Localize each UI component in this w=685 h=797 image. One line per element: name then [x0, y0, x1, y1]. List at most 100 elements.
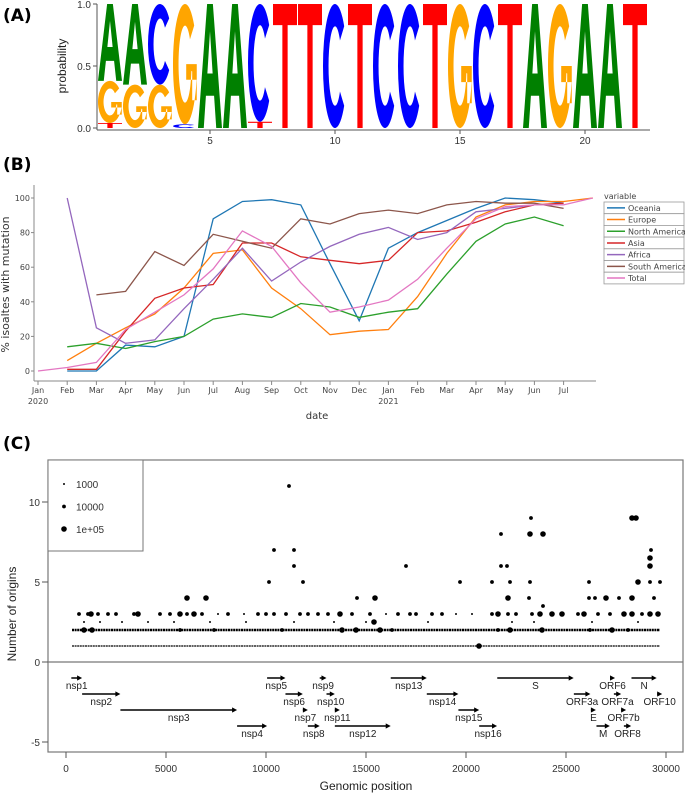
data-point — [287, 484, 291, 488]
arrowhead-icon — [232, 707, 238, 713]
data-point — [495, 611, 501, 617]
data-point — [191, 611, 197, 617]
data-point — [626, 628, 630, 632]
gene-label: ORF7a — [601, 697, 634, 708]
x-tick-label: Jan — [381, 386, 394, 395]
panel-label-b: (B) — [3, 155, 32, 175]
data-point — [414, 612, 418, 616]
logo-letter-C — [397, 4, 420, 129]
x-tick-label: Jul — [207, 386, 218, 395]
logo-letter-A — [223, 4, 247, 128]
arrowhead-icon — [604, 723, 610, 729]
data-point — [350, 612, 354, 616]
data-point — [168, 612, 172, 616]
x-tick-label: Sep — [264, 386, 279, 395]
x-tick-label: Feb — [411, 386, 425, 395]
data-point — [505, 564, 509, 568]
data-point — [114, 612, 118, 616]
data-point — [637, 621, 639, 623]
data-point — [365, 621, 367, 623]
data-point — [440, 612, 444, 616]
gene-label: nsp4 — [241, 729, 263, 740]
logo-letter-T — [298, 4, 322, 128]
arrowhead-icon — [297, 691, 303, 697]
data-point — [640, 612, 644, 616]
data-point — [147, 621, 149, 623]
x-tick-label: May — [497, 386, 514, 395]
data-point — [581, 611, 587, 617]
series-line-north-america — [67, 216, 564, 350]
origins-scatter: -5 0 5 10 0 5000 10000 15000 20000 25000 30000 Numb… — [5, 459, 684, 793]
gene-label: E — [590, 713, 597, 724]
arrowhead-icon — [321, 675, 327, 681]
data-point — [529, 516, 533, 520]
gene-label: nsp5 — [265, 681, 287, 692]
y-tick-label: 1.0 — [77, 0, 91, 11]
data-point — [177, 611, 183, 617]
legend-label: Oceania — [628, 204, 661, 213]
series-line-africa — [66, 197, 564, 344]
data-point — [541, 604, 545, 608]
data-point — [629, 611, 635, 617]
series-line-total — [37, 197, 593, 372]
gene-label: S — [532, 681, 539, 692]
data-point — [528, 580, 532, 584]
series-line-asia — [67, 202, 564, 370]
gene-label: N — [640, 681, 647, 692]
arrowhead-icon — [453, 691, 459, 697]
data-point — [499, 564, 503, 568]
legend-label: 1e+05 — [76, 525, 105, 536]
logo-letter-C — [247, 4, 270, 122]
data-point — [511, 621, 513, 623]
y-tick-label: 60 — [20, 263, 30, 272]
series-line-south-america — [96, 200, 564, 296]
data-point — [81, 627, 87, 633]
arrowhead-icon — [302, 707, 308, 713]
x-tick-label: 5 — [207, 136, 213, 147]
logo-letter-G — [122, 84, 147, 128]
gene-label: ORF3a — [566, 697, 599, 708]
data-point — [490, 612, 494, 616]
data-point — [629, 515, 635, 521]
x-tick-label: May — [147, 386, 164, 395]
legend-label: 1000 — [76, 480, 99, 491]
logo-letter-G — [172, 3, 197, 125]
data-point — [648, 580, 652, 584]
data-point — [256, 612, 260, 616]
data-point — [559, 611, 565, 617]
data-point — [455, 613, 457, 615]
x-tick-label: Oct — [294, 386, 308, 395]
arrowhead-icon — [610, 675, 616, 681]
arrowhead-icon — [585, 691, 591, 697]
data-point — [506, 612, 510, 616]
data-point — [471, 613, 473, 615]
data-point — [368, 612, 372, 616]
data-point — [301, 580, 305, 584]
x-tick-label: 30000 — [652, 764, 680, 775]
logo-letter-A — [98, 4, 122, 81]
arrowhead-icon — [616, 691, 622, 697]
x-tick-label: 0 — [63, 764, 69, 775]
data-point — [121, 621, 123, 623]
data-point — [617, 596, 621, 600]
data-point — [629, 595, 635, 601]
gene-label: ORF7b — [608, 713, 641, 724]
y-tick-label: -5 — [31, 738, 40, 749]
data-point — [408, 612, 412, 616]
x-tick-label: Mar — [89, 386, 105, 395]
data-point — [209, 621, 211, 623]
data-point — [245, 621, 247, 623]
data-point — [587, 596, 591, 600]
logo-letter-G — [547, 3, 572, 128]
data-point — [647, 563, 653, 569]
data-point — [609, 627, 615, 633]
data-point — [272, 548, 276, 552]
arrowhead-icon — [651, 675, 657, 681]
data-point — [326, 612, 330, 616]
gene-label: nsp2 — [90, 697, 112, 708]
data-point — [298, 612, 302, 616]
data-point — [106, 612, 110, 616]
legend-dot — [63, 483, 65, 485]
data-point — [647, 555, 653, 561]
arrowhead-icon — [334, 707, 340, 713]
